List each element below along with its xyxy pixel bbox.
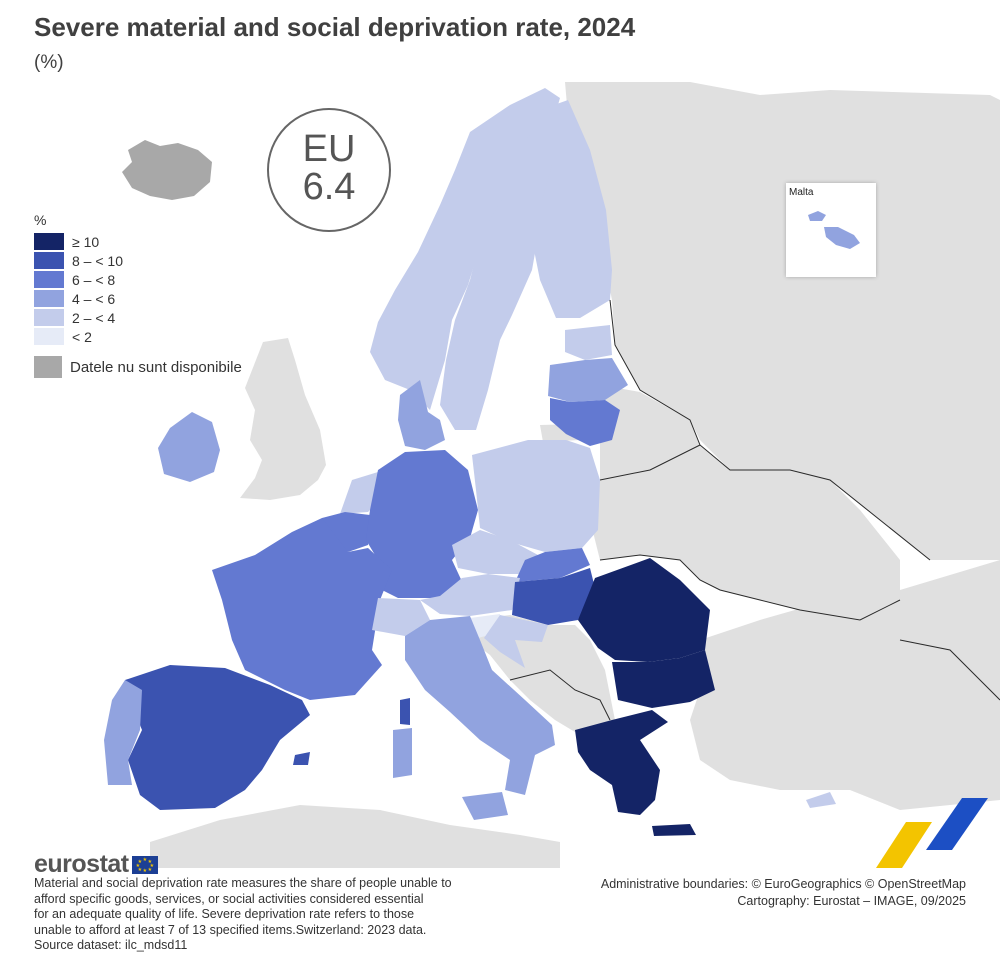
map-region-iceland: [122, 140, 212, 200]
europe-map: [104, 82, 1000, 868]
eurostat-logo: eurostat ★ ★ ★ ★ ★ ★ ★ ★: [34, 850, 158, 879]
footnote-line: for an adequate quality of life. Severe …: [34, 907, 415, 921]
map-land-north-africa: [150, 805, 560, 868]
map-region-italy: [405, 616, 555, 795]
map-region-denmark: [398, 380, 445, 450]
map-region-croatia: [484, 615, 548, 668]
legend-swatch: [34, 233, 64, 250]
map-land-great-britain: [240, 338, 326, 500]
map-region-sicily: [462, 792, 508, 820]
legend-swatch: [34, 271, 64, 288]
map-region-slovakia: [515, 548, 590, 582]
map-region-balearic: [293, 752, 310, 765]
legend-swatch: [34, 252, 64, 269]
map-border-belarus: [599, 444, 701, 481]
map-land-russia-north: [565, 82, 1000, 560]
map-region-estonia: [565, 325, 612, 360]
map-land-dodecanese-coast: [730, 690, 780, 730]
map-region-latvia: [548, 358, 628, 402]
legend-item: 4 – < 6: [34, 289, 242, 308]
legend-swatch: [34, 328, 64, 345]
footnote-line: Source dataset: ilc_mdsd11: [34, 938, 188, 952]
map-land-turkey-caucasus: [690, 560, 1000, 810]
map-region-poland: [472, 440, 600, 552]
malta-inset-label: Malta: [789, 187, 814, 198]
map-region-germany: [366, 450, 478, 598]
legend-label: 6 – < 8: [72, 271, 116, 288]
legend-label: ≥ 10: [72, 233, 100, 250]
legend-item: 2 – < 4: [34, 308, 242, 327]
legend-swatch: [34, 309, 64, 326]
map-region-switzerland: [372, 598, 430, 636]
map-region-bulgaria: [612, 650, 715, 708]
credits-line: Cartography: Eurostat – IMAGE, 09/2025: [737, 894, 966, 908]
map-border-balkans: [509, 669, 611, 721]
map-border-caucasus: [899, 639, 1000, 701]
legend-label: < 2: [72, 328, 92, 345]
map-region-belgium: [322, 512, 370, 552]
footnote-line: afford specific goods, services, or soci…: [34, 891, 424, 906]
corner-decoration-icon: [876, 798, 988, 868]
map-region-romania: [578, 558, 710, 662]
map-border-ukraine: [599, 554, 901, 621]
legend-swatch: [34, 290, 64, 307]
page-subtitle: (%): [34, 52, 64, 73]
legend-label: 2 – < 4: [72, 309, 116, 326]
legend-label: 8 – < 10: [72, 252, 123, 269]
footnote-line: unable to afford at least 7 of 13 specif…: [34, 922, 427, 937]
legend-label: Datele nu sunt disponibile: [70, 358, 242, 376]
map-region-sardinia: [393, 728, 412, 778]
legend-title: %: [34, 212, 47, 228]
map-region-netherlands: [340, 472, 380, 514]
map-region-finland: [532, 100, 612, 318]
malta-inset: Malta: [786, 183, 876, 277]
map-region-spain: [125, 665, 310, 810]
footnote-line: Material and social deprivation rate mea…: [34, 876, 452, 890]
credits: Administrative boundaries: © EuroGeograp…: [601, 876, 966, 910]
footnote: Material and social deprivation rate mea…: [34, 876, 474, 954]
legend-item: < 2: [34, 327, 242, 346]
logo-text: eurostat: [34, 850, 129, 878]
legend-label: 4 – < 6: [72, 290, 116, 307]
map-land-belarus-ukraine: [590, 385, 900, 620]
map-region-gozo: [808, 211, 826, 221]
map-region-greece: [575, 710, 668, 815]
legend-item-no-data: Datele nu sunt disponibile: [34, 356, 242, 378]
legend-item: 8 – < 10: [34, 251, 242, 270]
map-region-france: [212, 518, 392, 700]
map-region-crete: [652, 824, 696, 836]
map-legend: % ≥ 10 8 – < 10 6 – < 8 4 – < 6 2 – < 4 …: [34, 212, 242, 378]
malta-inset-map: [808, 211, 860, 249]
eu-flag-icon: ★ ★ ★ ★ ★ ★ ★ ★: [131, 855, 158, 874]
map-region-norway: [370, 88, 560, 410]
map-region-austria: [420, 574, 520, 616]
eu-badge-label: EU: [302, 128, 356, 170]
map-region-ireland: [158, 412, 220, 482]
map-region-portugal: [104, 680, 142, 785]
map-border-russia: [609, 299, 931, 561]
map-region-malta-island: [824, 227, 860, 249]
legend-item: 6 – < 8: [34, 270, 242, 289]
map-region-sweden: [440, 118, 560, 430]
eu-average-badge: EU 6.4: [267, 108, 391, 232]
map-region-cyprus: [806, 792, 836, 808]
map-region-hungary: [512, 568, 595, 625]
map-region-czechia: [452, 530, 538, 574]
map-region-lithuania: [550, 398, 620, 446]
eu-badge-value: 6.4: [302, 166, 356, 208]
page-title: Severe material and social deprivation r…: [34, 12, 636, 42]
legend-item: ≥ 10: [34, 232, 242, 251]
legend-swatch: [34, 356, 62, 378]
credits-line: Administrative boundaries: © EuroGeograp…: [600, 877, 966, 891]
map-region-corsica: [400, 698, 410, 725]
